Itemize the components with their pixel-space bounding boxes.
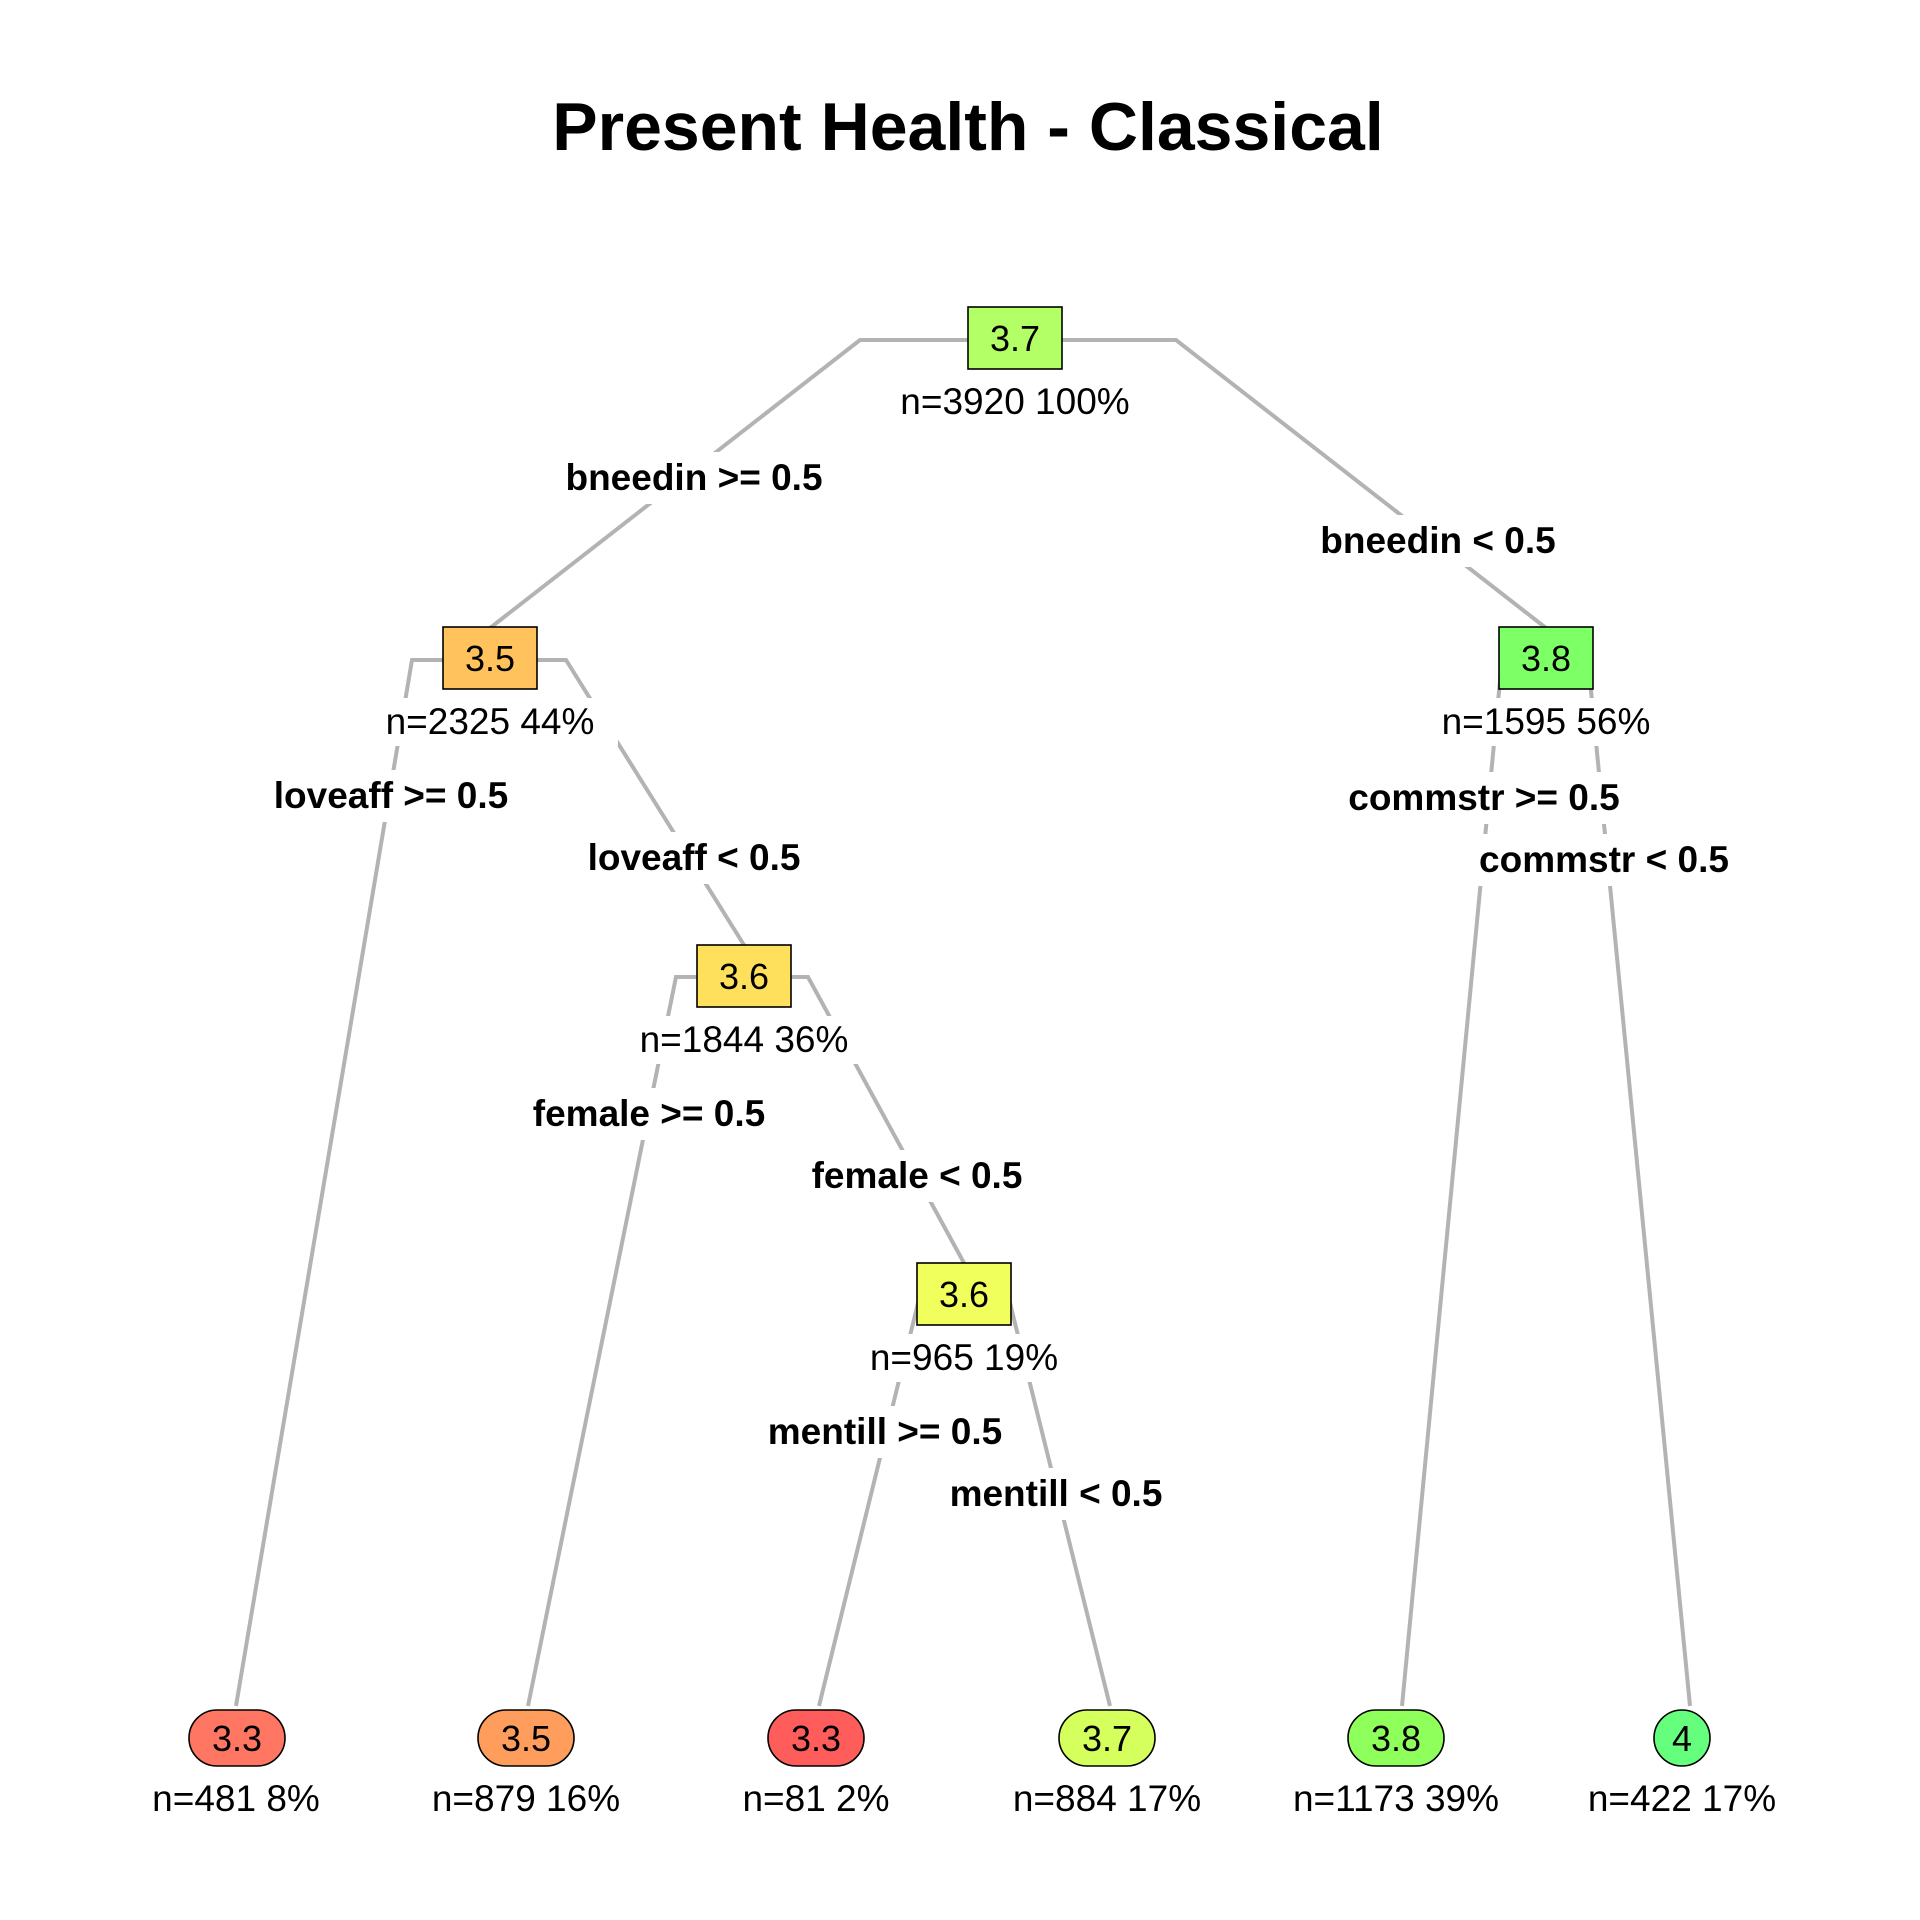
node-value: 3.6 bbox=[719, 956, 769, 997]
edge-n5-left bbox=[526, 975, 744, 1707]
leaf-value: 3.8 bbox=[1371, 1718, 1421, 1759]
leaf-mentill-no: 3.7 n=884 17% bbox=[1013, 1709, 1201, 1819]
node-stat: n=965 19% bbox=[870, 1337, 1058, 1378]
leaf-mentill-yes: 3.3 n=81 2% bbox=[742, 1709, 890, 1819]
leaf-value: 3.5 bbox=[501, 1718, 551, 1759]
split-label-mentill-lt: mentill < 0.5 bbox=[950, 1473, 1163, 1514]
leaf-loveaff-yes: 3.3 n=481 8% bbox=[152, 1709, 320, 1819]
leaf-commstr-yes: 3.8 n=1173 39% bbox=[1293, 1709, 1499, 1819]
split-label-commstr-lt: commstr < 0.5 bbox=[1479, 839, 1729, 880]
node-stat: n=1595 56% bbox=[1442, 701, 1651, 742]
node-box bbox=[442, 626, 538, 690]
leaf-stat: n=422 17% bbox=[1588, 1778, 1776, 1819]
node-box bbox=[696, 944, 792, 1008]
node-stat: n=3920 100% bbox=[900, 381, 1129, 422]
split-label-loveaff-ge: loveaff >= 0.5 bbox=[274, 775, 508, 816]
node-bneedin-yes: 3.5 n=2325 44% bbox=[364, 626, 618, 746]
leaf-stat: n=1173 39% bbox=[1293, 1778, 1499, 1819]
leaf-stat: n=481 8% bbox=[152, 1778, 320, 1819]
leaf-box bbox=[1653, 1709, 1711, 1767]
leaf-commstr-no: 4 n=422 17% bbox=[1588, 1709, 1776, 1819]
chart-title: Present Health - Classical bbox=[552, 89, 1383, 165]
node-value: 3.6 bbox=[939, 1274, 989, 1315]
node-box bbox=[916, 1262, 1012, 1326]
node-value: 3.8 bbox=[1521, 638, 1571, 679]
split-label-mentill-ge: mentill >= 0.5 bbox=[768, 1411, 1002, 1452]
node-bneedin-no: 3.8 n=1595 56% bbox=[1418, 626, 1674, 746]
node-value: 3.7 bbox=[990, 318, 1040, 359]
node-stat: n=2325 44% bbox=[386, 701, 595, 742]
leaf-stat: n=81 2% bbox=[742, 1778, 889, 1819]
split-label-bneedin-lt: bneedin < 0.5 bbox=[1320, 520, 1555, 561]
split-labels: bneedin >= 0.5 bneedin < 0.5 loveaff >= … bbox=[250, 452, 1750, 1520]
node-loveaff-no: 3.6 n=1844 36% bbox=[618, 944, 872, 1064]
leaf-box bbox=[1058, 1709, 1156, 1767]
leaf-female-yes: 3.5 n=879 16% bbox=[432, 1709, 620, 1819]
node-box bbox=[967, 306, 1063, 370]
leaf-value: 3.3 bbox=[791, 1718, 841, 1759]
node-root: 3.7 n=3920 100% bbox=[870, 306, 1160, 426]
leaf-box bbox=[767, 1709, 865, 1767]
leaf-box bbox=[188, 1709, 286, 1767]
node-value: 3.5 bbox=[465, 638, 515, 679]
leaf-value: 3.7 bbox=[1082, 1718, 1132, 1759]
split-label-female-ge: female >= 0.5 bbox=[533, 1093, 765, 1134]
node-female-no: 3.6 n=965 19% bbox=[846, 1262, 1082, 1382]
split-label-loveaff-lt: loveaff < 0.5 bbox=[588, 837, 801, 878]
node-stat: n=1844 36% bbox=[640, 1019, 849, 1060]
split-label-commstr-ge: commstr >= 0.5 bbox=[1348, 777, 1619, 818]
leaf-value: 3.3 bbox=[212, 1718, 262, 1759]
leaf-stat: n=879 16% bbox=[432, 1778, 620, 1819]
split-label-female-lt: female < 0.5 bbox=[812, 1155, 1023, 1196]
node-box bbox=[1498, 626, 1594, 690]
leaf-value: 4 bbox=[1672, 1718, 1692, 1759]
edge-root-left bbox=[488, 338, 968, 630]
leaf-box bbox=[477, 1709, 575, 1767]
split-label-bneedin-ge: bneedin >= 0.5 bbox=[565, 457, 822, 498]
leaf-box bbox=[1347, 1709, 1445, 1767]
leaf-stat: n=884 17% bbox=[1013, 1778, 1201, 1819]
